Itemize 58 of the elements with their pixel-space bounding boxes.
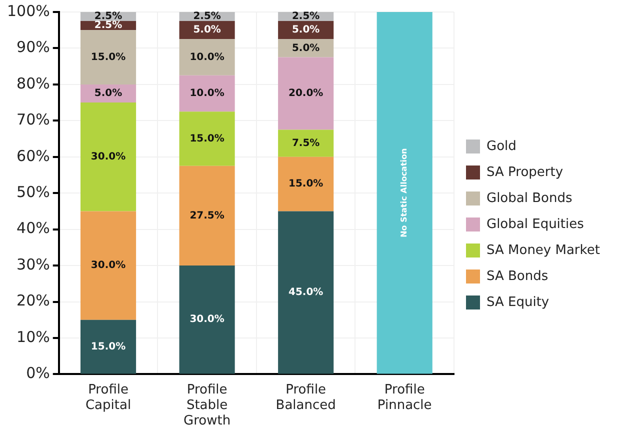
data-label: 2.5% <box>94 20 122 32</box>
y-tick-label: 90% <box>16 38 50 56</box>
y-tick-label: 40% <box>16 219 50 238</box>
bar <box>179 166 235 266</box>
data-label: 30.0% <box>90 151 126 162</box>
bar <box>179 112 235 166</box>
data-label: 15.0% <box>90 52 126 63</box>
data-label: 15.0% <box>288 178 324 190</box>
y-tick-label: 30% <box>16 255 50 274</box>
data-label: 5.0% <box>292 24 320 36</box>
x-tick-label: Profile Pinnacle <box>377 382 432 413</box>
data-label: 45.0% <box>288 287 324 298</box>
data-label: 5.0% <box>94 88 122 100</box>
x-tick-label: Profile Balanced <box>276 382 336 413</box>
data-label: 27.5% <box>190 210 224 222</box>
y-tick-label: 60% <box>16 146 50 165</box>
data-label: 20.0% <box>288 88 324 100</box>
data-label: 5.0% <box>193 24 221 36</box>
y-tick-label: 0% <box>26 364 50 382</box>
y-tick-label: 80% <box>16 74 50 92</box>
bar <box>80 320 136 374</box>
legend-label: Global Bonds <box>486 190 572 206</box>
legend-label: Gold <box>486 138 516 154</box>
bar <box>376 12 432 374</box>
data-label: 30.0% <box>190 314 224 326</box>
data-label: 7.5% <box>292 138 320 149</box>
data-label: 5.0% <box>292 42 320 54</box>
y-tick-label: 50% <box>16 182 50 201</box>
data-label: 30.0% <box>90 260 126 272</box>
annotation: No Static Allocation <box>400 148 409 238</box>
data-label: 15.0% <box>90 341 126 352</box>
legend-label: SA Property <box>486 164 564 180</box>
y-tick-label: 100% <box>6 2 50 20</box>
legend-label: SA Equity <box>486 294 550 310</box>
bar <box>80 30 136 84</box>
bar <box>278 39 334 58</box>
y-tick-label: 10% <box>16 328 50 346</box>
bar <box>179 75 235 112</box>
bar <box>278 57 334 130</box>
data-label: 15.0% <box>190 133 224 144</box>
bar <box>80 102 136 212</box>
legend-label: SA Money Market <box>486 242 600 258</box>
bar <box>278 211 334 374</box>
x-tick-label: Profile Capital <box>85 382 132 413</box>
bar <box>179 39 235 76</box>
data-label: 10.0% <box>190 88 224 100</box>
x-tick-label: Profile Stable Growth <box>184 382 231 429</box>
data-label: 10.0% <box>190 52 224 63</box>
y-tick-label: 70% <box>16 110 50 129</box>
y-tick-label: 20% <box>16 292 50 310</box>
bar <box>80 211 136 320</box>
bar <box>278 156 334 212</box>
data-label: 2.5% <box>193 11 221 22</box>
bar <box>278 130 334 157</box>
legend-label: Global Equities <box>486 216 584 232</box>
bar <box>179 266 235 374</box>
data-label: 2.5% <box>292 11 320 22</box>
legend-label: SA Bonds <box>486 268 548 284</box>
